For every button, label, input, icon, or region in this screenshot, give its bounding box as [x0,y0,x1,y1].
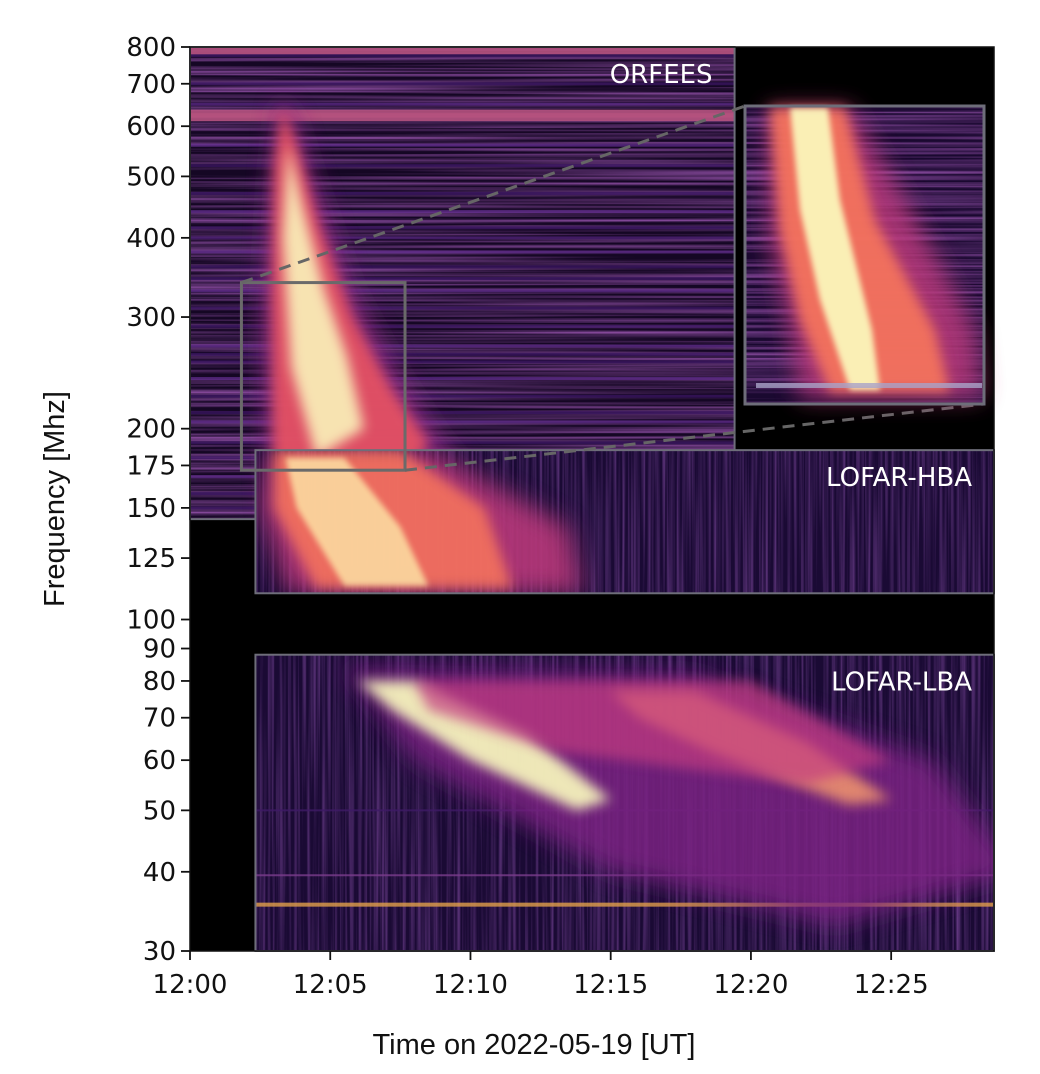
rfi-line [190,376,735,380]
x-tick-label: 12:25 [854,970,929,1000]
y-tick-label: 300 [126,303,176,333]
orfees-panel [189,46,736,521]
rfi-line [190,226,735,230]
lba-label: LOFAR-LBA [831,668,972,698]
rfi-line [190,250,735,254]
hba-panel [254,449,996,595]
y-tick-label: 40 [143,858,176,888]
y-tick-label: 400 [126,224,176,254]
hba-burst-core [285,457,429,586]
rfi-line [190,411,735,415]
x-axis-ticks: 12:00 12:05 12:10 12:15 12:20 12:25 [153,951,929,1000]
x-axis-title: Time on 2022-05-19 [UT] [373,1029,696,1061]
axes-frame [189,46,995,952]
rfi-line [190,324,735,328]
rfi-line [190,344,735,348]
rfi-line [190,277,735,281]
x-tick-label: 12:15 [573,970,648,1000]
rfi-line [190,352,735,356]
inset-burst-core [790,108,880,390]
rfi-line [190,54,735,58]
y-axis-title: Frequency [Mhz] [39,391,71,607]
y-tick-label: 200 [126,415,176,445]
y-tick-label: 600 [126,112,176,142]
x-tick-label: 12:20 [713,970,788,1000]
lba-burst-band-a [358,681,611,811]
y-tick-label: 80 [143,667,176,697]
rfi-line [190,191,735,195]
zoom-region-box [239,281,407,472]
hba-burst [260,450,583,594]
rfi-line [190,210,735,214]
lba-burst [344,667,995,925]
hba-label: LOFAR-HBA [826,463,972,493]
rfi-line [190,164,735,168]
rfi-line [190,102,735,106]
zoom-connector-bottom [404,402,985,472]
rfi-line [190,46,735,55]
rfi-line [190,265,735,269]
zoom-connector-top [240,104,746,285]
inset-band [756,383,982,388]
rfi-line [190,113,735,122]
y-tick-label: 150 [126,494,176,524]
y-tick-label: 70 [143,704,176,734]
x-tick-label: 12:05 [293,970,368,1000]
rfi-line [190,420,735,424]
rfi-line [190,394,735,398]
y-tick-label: 50 [143,796,176,826]
rfi-line [190,143,735,147]
y-tick-label: 100 [126,606,176,636]
y-tick-label: 700 [126,70,176,100]
rfi-line [190,82,735,86]
y-tick-label: 30 [143,937,176,967]
lba-panel [254,653,996,952]
x-tick-label: 12:00 [153,970,228,1000]
inset-frame [743,104,986,406]
rfi-line [190,306,735,310]
rfi-line [190,360,735,364]
orfees-burst-core [282,145,364,458]
x-tick-label: 12:10 [433,970,508,1000]
y-tick-label: 800 [126,33,176,63]
orfees-label: ORFEES [610,60,713,90]
y-tick-label: 500 [126,162,176,192]
rfi-line [190,236,735,240]
rfi-line [190,441,735,445]
zoom-inset [743,104,986,406]
orfees-burst [262,95,471,520]
lba-burst-band-c [414,681,892,785]
y-tick-label: 60 [143,746,176,776]
rfi-line [190,289,735,293]
rfi-line [255,902,994,907]
rfi-line [255,874,994,877]
y-tick-label: 125 [126,544,176,574]
y-tick-label: 175 [126,451,176,481]
y-tick-label: 90 [143,635,176,665]
